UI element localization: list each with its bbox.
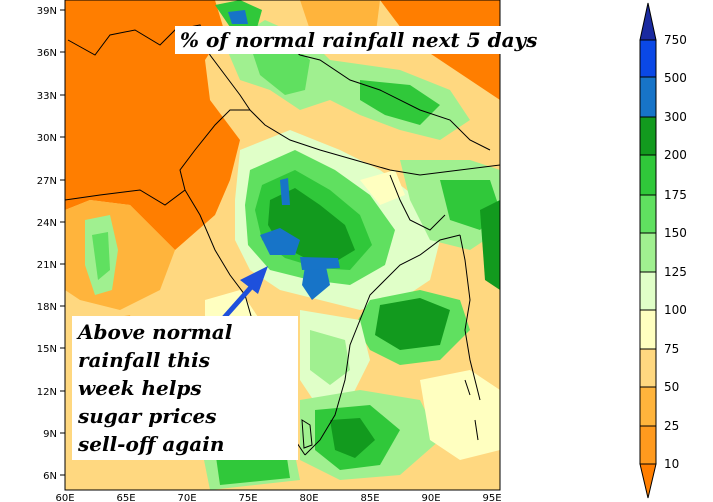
lat-label: 9N: [43, 429, 57, 440]
legend-swatch: [639, 386, 657, 427]
legend-swatch: [639, 232, 657, 273]
lat-label: 18N: [37, 302, 57, 313]
latitude-axis: 39N 36N 33N 30N 27N 24N 21N 18N 15N 12N …: [37, 6, 65, 482]
map-title: % of normal rainfall next 5 days: [175, 26, 543, 54]
annotation-line: Above normal: [78, 320, 233, 344]
legend-swatch: [639, 425, 657, 465]
legend-label: 25: [664, 419, 679, 433]
legend-label: 200: [664, 148, 687, 162]
legend-label: 150: [664, 226, 687, 240]
legend-label: 75: [664, 342, 679, 356]
annotation-line: rainfall this: [78, 348, 210, 372]
longitude-axis: 60E 65E 70E 75E 80E 85E 90E 95E: [55, 493, 501, 502]
legend-label: 750: [664, 33, 687, 47]
map-frame: [64, 0, 501, 491]
callout-arrow: [220, 266, 268, 322]
lat-label: 12N: [37, 387, 57, 398]
lon-label: 60E: [55, 493, 74, 502]
annotation-text: Above normal rainfall this week helps su…: [78, 318, 294, 458]
legend-swatch: [639, 76, 657, 118]
lon-label: 70E: [177, 493, 196, 502]
lon-label: 95E: [482, 493, 501, 502]
lat-label: 39N: [37, 6, 57, 17]
lon-label: 65E: [116, 493, 135, 502]
lat-label: 21N: [37, 260, 57, 271]
lat-label: 15N: [37, 344, 57, 355]
annotation-line: week helps: [78, 376, 202, 400]
legend-swatch: [639, 309, 657, 350]
annotation-line: sell-off again: [78, 432, 225, 456]
lat-label: 33N: [37, 91, 57, 102]
lon-label: 80E: [299, 493, 318, 502]
lat-label: 36N: [37, 48, 57, 59]
lon-label: 90E: [421, 493, 440, 502]
legend-label: 175: [664, 188, 687, 202]
annotation-box: Above normal rainfall this week helps su…: [72, 316, 298, 460]
legend-label: 500: [664, 71, 687, 85]
legend-swatch: [639, 348, 657, 388]
lon-label: 85E: [360, 493, 379, 502]
legend-swatch: [639, 154, 657, 196]
lat-label: 6N: [43, 471, 57, 482]
legend-swatch: [639, 39, 657, 78]
legend-swatch: [639, 194, 657, 234]
lat-label: 30N: [37, 133, 57, 144]
rainfall-field: [65, 0, 500, 490]
legend-label: 10: [664, 457, 679, 471]
legend-label: 100: [664, 303, 687, 317]
legend-swatch: [639, 116, 657, 156]
legend-label: 300: [664, 110, 687, 124]
lat-label: 24N: [37, 218, 57, 229]
legend-label: 50: [664, 380, 679, 394]
legend-swatch-below-10: [639, 463, 657, 499]
lat-label: 27N: [37, 176, 57, 187]
legend-label: 125: [664, 265, 687, 279]
lon-label: 75E: [238, 493, 257, 502]
annotation-line: sugar prices: [78, 404, 217, 428]
legend-swatch: [639, 271, 657, 311]
legend-swatch-above-750: [639, 2, 657, 41]
